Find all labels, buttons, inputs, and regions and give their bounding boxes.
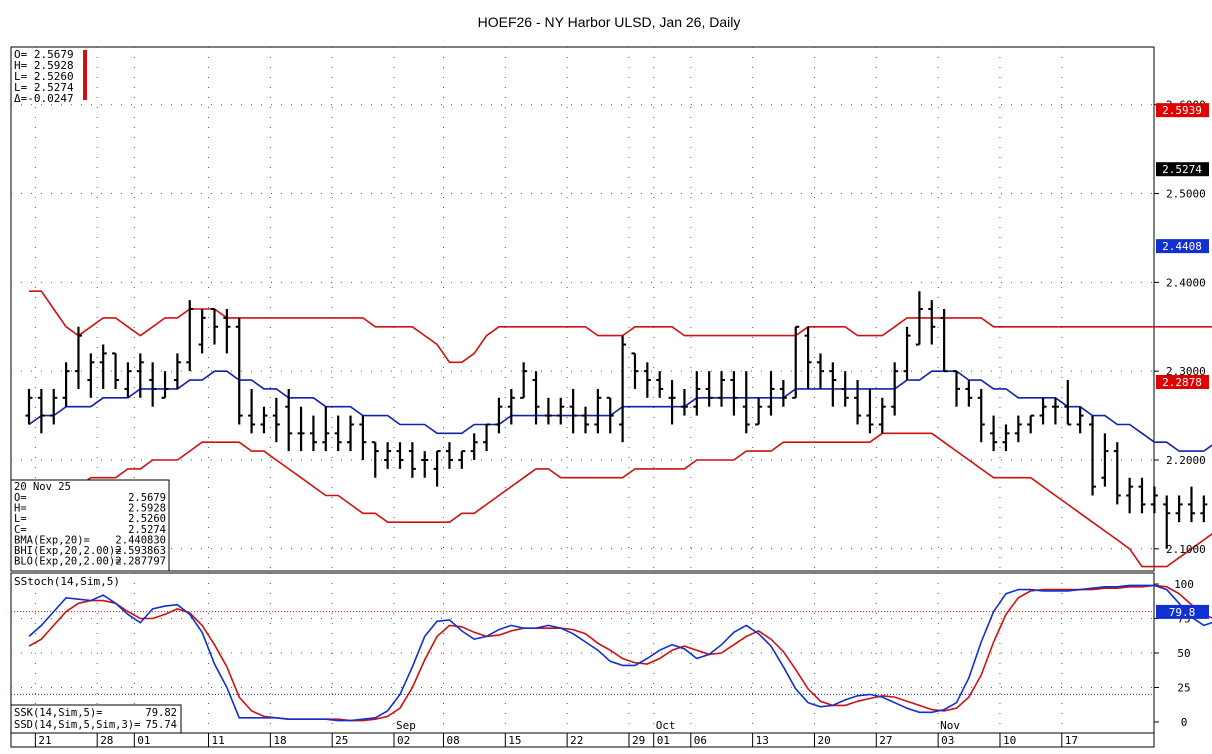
time-day-label: 13 (756, 734, 769, 747)
ssk-value: 79.82 (145, 707, 177, 719)
stoch-title: SStoch(14,Sim,5) (14, 575, 120, 588)
time-day-label: 11 (212, 734, 225, 747)
time-day-label: 01 (657, 734, 670, 747)
price-tag-label: 2.5939 (1162, 104, 1202, 117)
time-day-label: 27 (879, 734, 892, 747)
chart-title: HOEF26 - NY Harbor ULSD, Jan 26, Daily (478, 14, 741, 30)
time-day-label: 17 (1065, 734, 1078, 747)
ssd-label: SSD(14,Sim,5,Sim,3)= (14, 719, 140, 731)
stoch-tag-label: 79.8 (1169, 606, 1196, 619)
price-tag: 2.4408 (1156, 239, 1209, 253)
price-tick-label: 2.2000 (1166, 454, 1206, 467)
ssd-value: 75.74 (145, 719, 177, 731)
price-tick-label: 2.4000 (1166, 276, 1206, 289)
time-day-label: 25 (335, 734, 348, 747)
time-day-label: 21 (38, 734, 51, 747)
stoch-legend-box: SSK(14,Sim,5)= 79.82 SSD(14,Sim,5,Sim,3)… (11, 705, 181, 733)
time-day-label: 02 (397, 734, 410, 747)
time-month-label: Nov (940, 719, 960, 732)
stoch-tick-label: 0 (1181, 716, 1188, 729)
data-box: 20 Nov 25 O=2.5679H=2.5928L=2.5260C=2.52… (11, 480, 169, 571)
price-tag: 2.5274 (1156, 162, 1209, 176)
time-day-label: 06 (694, 734, 707, 747)
price-tick-label: 2.5000 (1166, 188, 1206, 201)
time-day-label: 29 (632, 734, 645, 747)
time-day-label: 20 (817, 734, 830, 747)
time-day-label: 10 (1003, 734, 1016, 747)
time-month-label: Sep (396, 719, 416, 732)
stoch-tick-label: 25 (1177, 681, 1190, 694)
price-tick-label: 2.1000 (1166, 543, 1206, 556)
price-tag: 2.2878 (1156, 375, 1209, 389)
stoch-value-tag: 79.8 (1156, 605, 1209, 619)
stoch-tick-label: 100 (1174, 578, 1194, 591)
legend-delta: Δ=-0.0247 (14, 92, 74, 105)
stoch-tick-label: 50 (1177, 647, 1190, 660)
price-tag-label: 2.5274 (1162, 163, 1202, 176)
time-day-label: 08 (446, 734, 459, 747)
time-day-label: 28 (100, 734, 113, 747)
data-box-label: BLO(Exp,20,2.00)= (14, 556, 121, 568)
time-month-label: Oct (656, 719, 676, 732)
time-day-label: 03 (941, 734, 954, 747)
time-day-label: 22 (570, 734, 583, 747)
time-day-label: 01 (137, 734, 150, 747)
price-tag: 2.5939 (1156, 103, 1209, 117)
time-day-label: 18 (273, 734, 286, 747)
time-day-label: 15 (508, 734, 521, 747)
data-box-value: 2.287797 (115, 556, 166, 568)
price-tag-label: 2.4408 (1162, 240, 1202, 253)
ssk-label: SSK(14,Sim,5)= (14, 707, 103, 719)
price-tag-label: 2.2878 (1162, 376, 1202, 389)
